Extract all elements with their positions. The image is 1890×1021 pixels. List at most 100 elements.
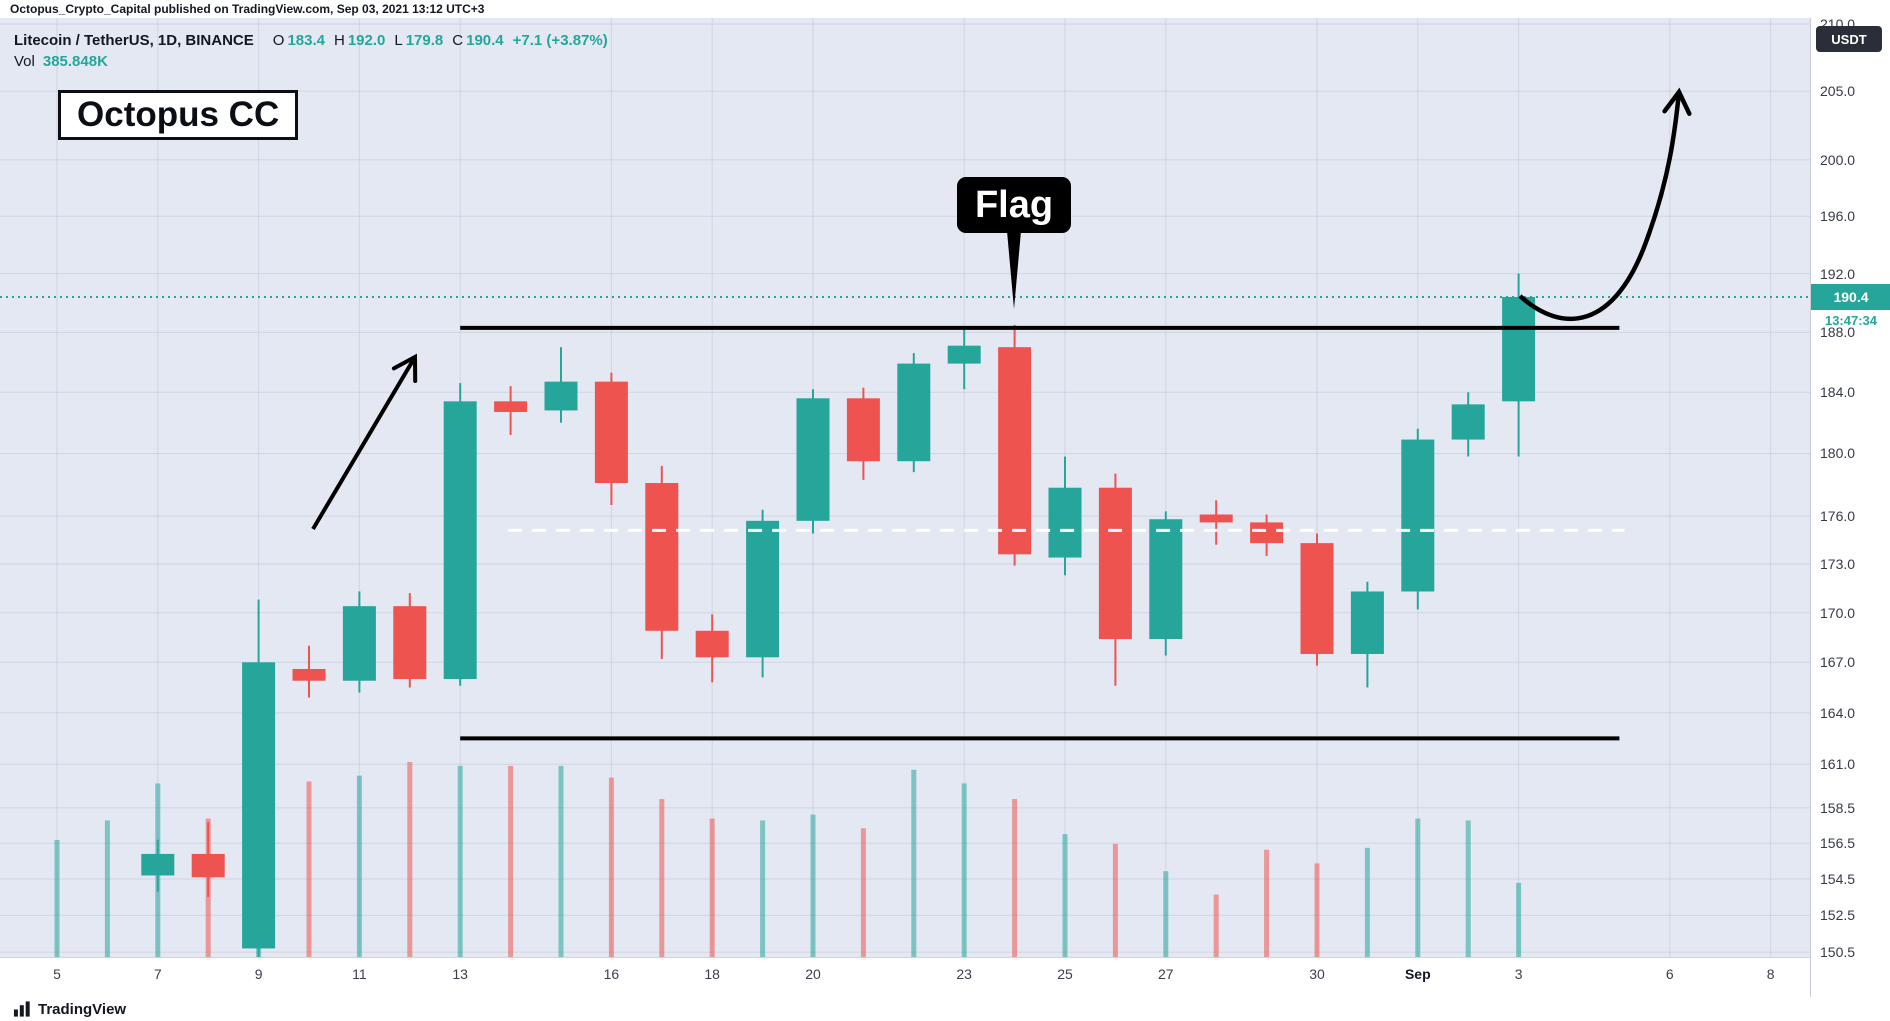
volume-bar [407,762,413,957]
time-tick-label: 27 [1158,966,1174,982]
candle-body [544,381,578,411]
time-tick-label: 23 [956,966,972,982]
price-tick-label: 152.5 [1820,907,1856,924]
volume-bar [961,783,967,957]
time-tick-label: 25 [1057,966,1073,982]
low-label: L [394,32,403,49]
volume-bar [1062,834,1068,957]
time-tick-label: 11 [352,966,367,982]
candle-body [1250,522,1284,544]
volume-bar [356,775,362,957]
candle-body [1350,591,1384,654]
volume-bar [659,799,665,957]
watermark-label: Octopus CC [58,90,299,140]
open-value: 183.4 [287,32,325,49]
volume-bar [1364,847,1370,957]
legend-row-volume: Vol 385.848K [14,51,608,72]
curved-arrow [1518,91,1682,322]
time-tick-label: Sep [1404,966,1431,982]
candle-body [645,483,679,631]
candle-body [191,853,225,878]
time-tick-label: 6 [1665,966,1674,982]
price-tick-label: 176.0 [1820,508,1856,525]
candle-body [1199,514,1233,523]
time-tick-label: 8 [1766,966,1775,982]
candle-body [1149,519,1183,640]
volume-bar [760,820,766,957]
price-tick-label: 156.5 [1820,835,1856,852]
time-tick-label: 16 [603,966,620,982]
price-tick-label: 205.0 [1820,83,1856,100]
volume-bar [608,777,614,957]
volume-bar [558,765,564,957]
currency-badge: USDT [1816,26,1882,52]
candle-body [796,398,830,521]
symbol-title[interactable]: Litecoin / TetherUS, 1D, BINANCE [14,32,254,49]
candle-body [393,606,427,680]
volume-bar [1264,849,1270,957]
low-value: 179.8 [405,32,444,49]
candle-body [1300,543,1334,654]
volume-bar [1012,799,1018,957]
price-tick-label: 196.0 [1820,208,1856,225]
volume-bar [1112,843,1118,957]
candle-body [695,630,729,658]
volume-bar [1163,871,1169,957]
volume-bar [709,818,715,957]
volume-bar [306,781,312,957]
candle-body [998,347,1032,555]
symbol-legend: Litecoin / TetherUS, 1D, BINANCE O 183.4… [14,30,608,72]
candle-body [947,345,981,364]
price-tick-label: 158.5 [1820,799,1856,816]
time-tick-label: 5 [53,966,61,982]
high-value: 192.0 [347,32,386,49]
attribution-bar: Octopus_Crypto_Capital published on Trad… [0,0,1890,18]
tradingview-brand[interactable]: TradingView [38,1000,127,1018]
volume-bar [508,765,514,957]
price-tick-label: 200.0 [1820,151,1856,168]
volume-bar [860,828,866,957]
volume-bar [1314,863,1320,957]
time-tick-label: 3 [1514,966,1523,982]
footer-bar: TradingView [0,997,1890,1021]
change-value: +7.1 (+3.87%) [512,32,608,49]
candle-body [1048,487,1082,558]
volume-bar [1516,882,1522,957]
straight-arrow-head [391,353,418,383]
curved-arrow-head [1662,87,1692,116]
time-axis[interactable]: 5 7 9 11 13 16 18 20 23 25 27 30 Sep 3 6 8 [0,957,1810,997]
price-tick-label: 188.0 [1820,324,1856,341]
price-tick-label: 154.5 [1820,871,1856,888]
time-tick-label: 13 [452,966,468,982]
countdown: 13:47:34 [1824,312,1878,328]
price-tick-label: 173.0 [1820,555,1856,572]
candle-body [1401,439,1435,592]
legend-row-main: Litecoin / TetherUS, 1D, BINANCE O 183.4… [14,30,608,51]
candle-body [746,520,780,658]
candle-body [141,853,175,876]
candle-body [342,606,376,681]
price-tick-label: 192.0 [1820,265,1856,282]
price-tick-label: 184.0 [1820,384,1856,401]
volume-bar [1213,894,1219,957]
high-label: H [333,32,345,49]
price-tick-label: 161.0 [1820,756,1856,773]
volume-bar [54,840,60,957]
price-axis[interactable]: USDT 190.4 13:47:34 210.0 205.0 200.0 196.0… [1810,16,1890,997]
tradingview-logo-icon[interactable] [13,1000,31,1018]
candle-body [1502,296,1536,402]
time-tick-label: 20 [805,966,821,982]
price-tick-label: 180.0 [1820,445,1856,462]
candle-body [443,401,477,680]
close-value: 190.4 [466,32,504,49]
candle-body [1451,404,1485,440]
candle-body [494,401,528,412]
volume-bar [457,765,463,957]
volume-bar [911,769,917,957]
time-tick-label: 7 [153,966,162,982]
plot-background[interactable] [0,18,1810,957]
price-tick-label: 170.0 [1820,604,1856,621]
candle-body [897,363,931,462]
